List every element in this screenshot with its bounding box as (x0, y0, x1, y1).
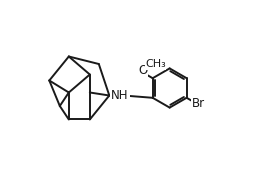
Text: Br: Br (192, 97, 205, 110)
Text: O: O (138, 64, 147, 77)
Text: NH: NH (111, 89, 129, 102)
Text: CH₃: CH₃ (145, 59, 166, 69)
